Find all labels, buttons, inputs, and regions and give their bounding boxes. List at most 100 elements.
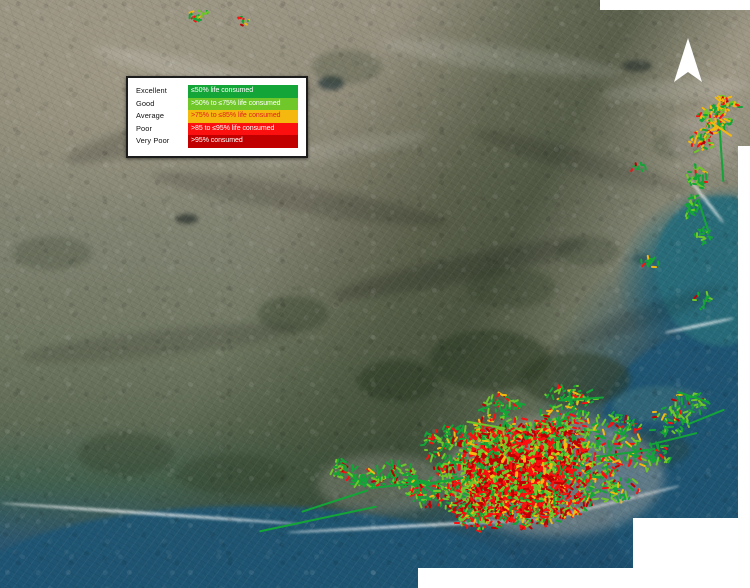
pipe-segment [726, 95, 733, 99]
pipe-segment [503, 410, 511, 413]
pipe-segment [585, 388, 594, 395]
pipe-segment [604, 499, 609, 503]
legend: Excellent ≤50% life consumed Good >50% t… [126, 76, 308, 158]
pipe-segment [520, 417, 528, 422]
pipe-segment [442, 462, 449, 466]
pipe-segment [550, 393, 555, 400]
pipe-segment [600, 441, 607, 446]
pipe-segment [571, 419, 574, 424]
pipe-segment [416, 493, 423, 497]
pipe-segment [561, 406, 564, 411]
pipe-segment [685, 173, 690, 179]
pipe-segment [619, 477, 622, 481]
pipe-segment [657, 260, 660, 266]
vegetation-patch [258, 296, 328, 332]
pipe-segment [543, 524, 548, 529]
vegetation-patch [556, 236, 620, 266]
pipe-segment [540, 518, 544, 524]
pipe-segment [663, 451, 668, 456]
pipe-segment [591, 497, 599, 501]
pipe-segment [708, 141, 713, 145]
pipe-segment [412, 499, 416, 504]
north-arrow-icon [671, 36, 705, 86]
pipe-segment [550, 421, 553, 426]
pipe-segment [375, 464, 379, 474]
pipe-segment [682, 405, 686, 410]
pipe-segment [454, 460, 459, 464]
pipe-segment [400, 463, 407, 468]
pipe-segment [676, 413, 679, 419]
pipe-segment [450, 503, 458, 507]
pipe-segment [381, 464, 386, 470]
legend-swatch-very-poor: >95% consumed [188, 135, 298, 148]
legend-label-very-poor: Very Poor [136, 136, 170, 146]
pipe-segment [453, 522, 460, 525]
pipe-segment [584, 494, 588, 501]
pipe-segment [498, 478, 501, 483]
pipe-segment [438, 502, 443, 508]
vegetation-patch [312, 50, 382, 84]
pipe-segment [545, 392, 550, 399]
pipe-segment [458, 452, 461, 459]
pipe-segment [592, 456, 596, 461]
pipe-segment [694, 163, 697, 169]
pipe-segment [480, 442, 484, 446]
pipe-segment [485, 520, 489, 525]
pipe-segment [466, 438, 470, 442]
pipe-segment [555, 409, 560, 413]
pipe-segment [659, 431, 665, 436]
pipe-segment [667, 421, 673, 425]
pipe-segment [595, 434, 604, 438]
pipe-segment [619, 493, 624, 497]
pipe-segment [332, 465, 339, 468]
pipe-segment [568, 447, 572, 454]
pipe-segment [606, 439, 610, 449]
pipe-segment [480, 408, 486, 413]
pipe-segment [691, 405, 695, 410]
pipe-segment [610, 419, 615, 422]
pipe-segment [515, 471, 518, 478]
pipe-segment [459, 523, 463, 528]
pipe-segment [550, 492, 553, 496]
pipe-segment [685, 216, 688, 220]
pipe-segment [506, 500, 509, 505]
pipe-segment [429, 453, 435, 464]
pipe-segment [509, 460, 513, 469]
pipe-segment [491, 412, 497, 422]
pipe-segment [508, 505, 512, 513]
pipe-segment [433, 489, 441, 493]
legend-label-excellent: Excellent [136, 86, 167, 95]
legend-row-poor: Poor >85 to ≤95% life consumed [136, 122, 298, 136]
water-dark-pan [176, 214, 198, 224]
pipe-segment [680, 396, 683, 405]
pipe-segment [522, 455, 526, 463]
pipe-segment [559, 508, 563, 515]
pipe-segment [433, 498, 438, 503]
pipe-segment [609, 492, 612, 497]
pipe-segment [424, 448, 428, 452]
pipe-segment [626, 496, 631, 501]
pipe-segment [652, 410, 658, 414]
pipe-segment [637, 457, 642, 462]
pipe-segment [632, 458, 637, 464]
pipe-segment [565, 489, 568, 493]
pipe-segment [481, 472, 489, 476]
pipe-segment [575, 450, 578, 457]
pipe-segment [706, 234, 714, 239]
pipe-segment [500, 523, 504, 527]
pipe-segment [702, 406, 708, 410]
pipe-segment [651, 265, 657, 268]
pipe-segment [698, 408, 702, 415]
pipe-segment [537, 474, 540, 479]
water-small-lake [318, 76, 344, 90]
pipe-segment [716, 106, 719, 112]
pipe-segment [575, 400, 580, 406]
pipe-segment [486, 432, 489, 439]
pipe-segment [423, 505, 428, 509]
legend-row-good: Good >50% to ≤75% life consumed [136, 97, 298, 111]
pipe-segment [602, 445, 606, 454]
pipe-segment [460, 471, 466, 475]
